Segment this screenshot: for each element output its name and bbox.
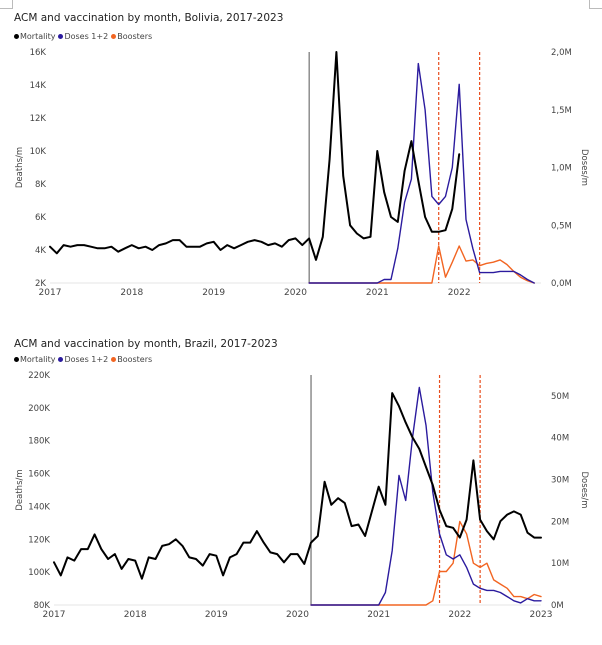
- x-tick-label: 2022: [448, 288, 471, 298]
- y2-tick-label: 0,0M: [551, 279, 572, 289]
- y-tick-label: 140K: [28, 502, 50, 512]
- x-tick-label: 2021: [366, 288, 389, 298]
- legend-swatch-doses: [58, 357, 64, 362]
- y-tick-label: 4K: [35, 246, 46, 256]
- x-tick-label: 2017: [39, 288, 62, 298]
- y-tick-label: 6K: [35, 213, 46, 223]
- x-tick-label: 2018: [120, 288, 143, 298]
- x-tick-label: 2023: [530, 610, 553, 620]
- series-line-doses: [310, 386, 542, 606]
- chart-plot-bolivia: 2K 4K 6K 8K 10K 12K 14K 16K 0,0M 0,5M 1,0M 1,5M 2,0M…: [15, 48, 589, 298]
- legend-swatch-boosters: [111, 34, 117, 39]
- legend-label-boosters: Boosters: [117, 355, 153, 364]
- legend-item-boosters: Boosters: [111, 355, 152, 364]
- legend-swatch-mortality: [14, 34, 19, 39]
- y-tick-label: 10K: [30, 147, 47, 157]
- series-line-boosters: [310, 520, 542, 606]
- legend-label-mortality: Mortality: [20, 355, 56, 364]
- chart-title: ACM and vaccination by month, Brazil, 20…: [14, 338, 278, 350]
- series-line-mortality: [53, 392, 542, 580]
- y2-tick-label: 0,5M: [551, 221, 572, 231]
- series-line-boosters: [308, 245, 535, 284]
- y2-tick-label: 50M: [551, 392, 569, 402]
- chart-title: ACM and vaccination by month, Bolivia, 2…: [14, 12, 284, 24]
- y-tick-label: 160K: [28, 470, 50, 480]
- y-tick-label: 16K: [30, 48, 47, 58]
- x-tick-label: 2021: [367, 610, 390, 620]
- legend-item-mortality: Mortality: [14, 355, 55, 364]
- legend-swatch-boosters: [111, 357, 117, 362]
- y-tick-label: 100K: [28, 568, 50, 578]
- y-tick-label: 80K: [34, 601, 51, 611]
- legend-label-boosters: Boosters: [117, 32, 153, 41]
- y-tick-label: 120K: [28, 535, 50, 545]
- y-tick-label: 200K: [28, 404, 50, 414]
- y2-tick-label: 2,0M: [551, 48, 572, 58]
- legend-item-doses: Doses 1+2: [58, 32, 108, 41]
- x-tick-label: 2017: [43, 610, 66, 620]
- y-tick-label: 2K: [35, 279, 46, 289]
- legend-label-doses: Doses 1+2: [64, 355, 109, 364]
- chart-panel-bolivia: ACM and vaccination by month, Bolivia, 2…: [0, 0, 602, 315]
- legend-item-mortality: Mortality: [14, 32, 55, 41]
- corner-mark-left: [0, 0, 13, 9]
- y2-axis-title: Doses/m: [579, 149, 589, 186]
- y2-tick-label: 0M: [551, 601, 564, 611]
- y-axis-title: Deaths/m: [15, 147, 25, 188]
- legend-swatch-doses: [58, 34, 64, 39]
- legend-item-boosters: Boosters: [111, 32, 152, 41]
- y2-axis-title: Doses/m: [579, 472, 589, 509]
- y-tick-label: 220K: [28, 371, 50, 381]
- chart-legend: Mortality Doses 1+2 Boosters: [14, 32, 152, 41]
- y2-tick-label: 20M: [551, 517, 569, 527]
- y-tick-label: 12K: [30, 114, 47, 124]
- y2-tick-label: 1,5M: [551, 106, 572, 116]
- chart-legend: Mortality Doses 1+2 Boosters: [14, 355, 152, 364]
- x-tick-label: 2022: [448, 610, 471, 620]
- y-tick-label: 180K: [28, 437, 50, 447]
- y2-tick-label: 30M: [551, 476, 569, 486]
- series-line-mortality: [49, 51, 461, 261]
- legend-label-doses: Doses 1+2: [64, 32, 109, 41]
- series-line-doses: [308, 62, 535, 284]
- x-tick-label: 2019: [205, 610, 228, 620]
- x-tick-label: 2020: [286, 610, 309, 620]
- x-tick-label: 2018: [124, 610, 147, 620]
- x-tick-label: 2020: [284, 288, 307, 298]
- legend-label-mortality: Mortality: [20, 32, 56, 41]
- y-tick-label: 8K: [35, 180, 46, 190]
- y-axis-title: Deaths/m: [15, 469, 25, 510]
- chart-panel-brazil: ACM and vaccination by month, Brazil, 20…: [0, 330, 602, 630]
- y2-tick-label: 40M: [551, 434, 569, 444]
- chart-plot-brazil: 80K 100K 120K 140K 160K 180K 200K 220K 0M 10M 20M 3…: [15, 371, 589, 620]
- x-tick-label: 2019: [202, 288, 225, 298]
- corner-mark-right: [589, 0, 602, 9]
- y2-tick-label: 10M: [551, 559, 569, 569]
- legend-item-doses: Doses 1+2: [58, 355, 108, 364]
- legend-swatch-mortality: [14, 357, 19, 362]
- y-tick-label: 14K: [30, 81, 47, 91]
- y2-tick-label: 1,0M: [551, 164, 572, 174]
